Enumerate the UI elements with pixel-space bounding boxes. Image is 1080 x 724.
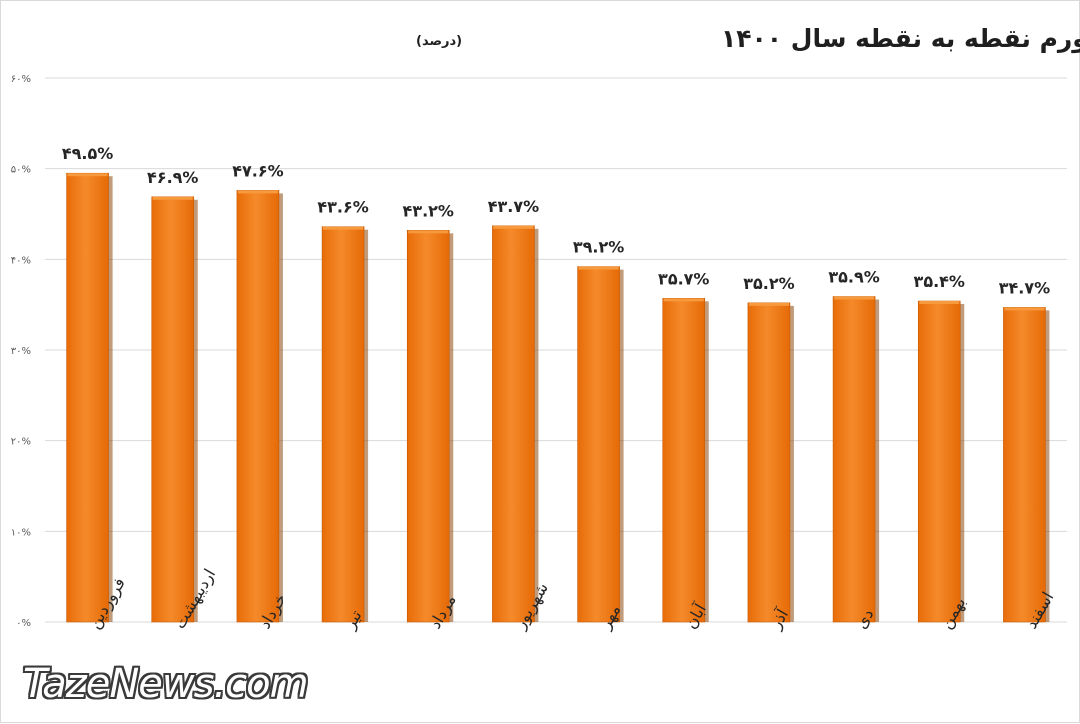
bar-top-cap bbox=[237, 190, 278, 194]
bar bbox=[406, 230, 450, 623]
data-label: ۳۵.۹% bbox=[828, 268, 879, 287]
data-label: ۳۵.۷% bbox=[658, 269, 709, 288]
bar bbox=[151, 196, 195, 623]
bar bbox=[321, 226, 365, 623]
bar-top-cap bbox=[67, 173, 108, 177]
bar bbox=[236, 190, 280, 623]
bar-top-cap bbox=[408, 230, 449, 234]
data-label: ۳۵.۲% bbox=[743, 274, 794, 293]
data-labels-layer: ۴۹.۵% ۴۶.۹% ۴۷.۶% ۴۳.۶% ۴۳.۲% ۴۳.۷% ۳۹.۲% ۳۵.۷%… bbox=[62, 144, 1050, 297]
bar-top-cap bbox=[748, 302, 789, 306]
data-label: ۴۶.۹% bbox=[147, 168, 198, 187]
data-label: ۴۳.۷% bbox=[488, 197, 539, 216]
bars-layer bbox=[66, 172, 1050, 623]
bar-top-cap bbox=[1004, 307, 1045, 311]
bar-top-cap bbox=[493, 225, 534, 229]
bar bbox=[66, 172, 109, 623]
bar bbox=[832, 296, 876, 623]
bar bbox=[492, 225, 535, 623]
bar-top-cap bbox=[152, 196, 193, 200]
bar bbox=[662, 298, 706, 623]
data-label: ۴۳.۲% bbox=[403, 201, 454, 220]
chart-subtitle-unit: (درصد) bbox=[416, 34, 462, 49]
data-label: ۴۳.۶% bbox=[317, 198, 368, 217]
bar-top-cap bbox=[323, 226, 364, 230]
y-axis: ۰% ۱۰% ۲۰% ۳۰% ۴۰% ۵۰% ۶۰% bbox=[11, 74, 31, 629]
data-label: ۴۷.۶% bbox=[232, 161, 283, 180]
chart-title: تورم نقطه به نقطه سال ۱۴۰۰ bbox=[721, 24, 1080, 54]
bar-top-cap bbox=[578, 266, 619, 270]
y-tick-label: ۳۰% bbox=[11, 346, 31, 357]
data-label: ۳۵.۴% bbox=[914, 272, 965, 291]
bar-top-cap bbox=[919, 301, 960, 305]
bar bbox=[747, 302, 791, 623]
bar bbox=[1003, 307, 1046, 623]
data-label: ۳۴.۷% bbox=[999, 278, 1050, 297]
watermark-logo: TazeNews.com bbox=[23, 661, 309, 707]
y-tick-label: ۰% bbox=[16, 618, 31, 629]
chart-title-group: تورم نقطه به نقطه سال ۱۴۰۰ (درصد) bbox=[416, 24, 1080, 54]
y-tick-label: ۴۰% bbox=[11, 255, 31, 266]
bar-top-cap bbox=[663, 298, 704, 302]
y-tick-label: ۶۰% bbox=[11, 74, 31, 85]
data-label: ۳۹.۲% bbox=[573, 238, 624, 257]
bar bbox=[917, 300, 961, 623]
bar bbox=[577, 266, 620, 623]
bar-top-cap bbox=[834, 296, 875, 300]
data-label: ۴۹.۵% bbox=[62, 144, 113, 163]
grid-layer bbox=[45, 77, 1067, 623]
y-tick-label: ۲۰% bbox=[11, 437, 31, 448]
x-axis: فروردین اردیبهشت خرداد تیر مرداد شهریور مهر آبا… bbox=[85, 565, 1058, 633]
y-tick-label: ۱۰% bbox=[11, 527, 31, 538]
y-tick-label: ۵۰% bbox=[11, 165, 31, 176]
